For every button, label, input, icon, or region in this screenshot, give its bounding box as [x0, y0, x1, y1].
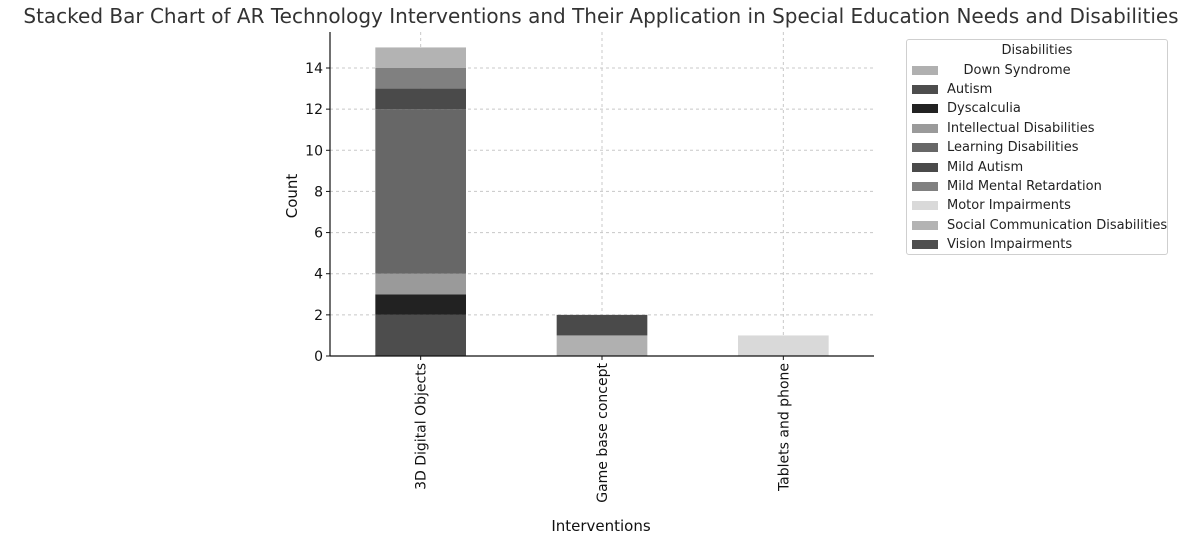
bar-segment [556, 314, 648, 336]
legend-label: Mild Autism [947, 159, 1024, 175]
x-tick-label: Tablets and phone [776, 363, 792, 492]
y-tick-label: 14 [305, 61, 323, 77]
legend-swatch [912, 143, 938, 153]
legend-item: Dyscalculia [912, 101, 1021, 117]
bar-segment [738, 335, 829, 356]
legend-label: Autism [947, 81, 993, 97]
legend-item: Mild Autism [912, 159, 1023, 175]
bars [375, 47, 829, 356]
legend-item: Vision Impairments [912, 237, 1072, 253]
legend-item: Motor Impairments [912, 198, 1071, 214]
legend-label: Mild Mental Retardation [947, 178, 1102, 194]
bar-segment [375, 314, 466, 356]
bar-segment [375, 88, 466, 110]
legend-item: Mild Mental Retardation [912, 178, 1102, 194]
y-tick-label: 10 [305, 143, 323, 159]
bar-segment [375, 273, 466, 295]
legend-swatch [912, 220, 938, 230]
bar-segment [556, 335, 648, 356]
legend-item: Autism [912, 81, 992, 97]
legend-swatch [912, 162, 938, 172]
legend-label: Social Communication Disabilities [947, 217, 1168, 233]
legend-label: Vision Impairments [947, 237, 1073, 253]
x-tick-label: 3D Digital Objects [414, 363, 430, 490]
bar-segment [375, 294, 466, 315]
legend-swatch [912, 181, 938, 191]
legend-label: Intellectual Disabilities [947, 120, 1095, 136]
legend-swatch [912, 65, 938, 75]
legend-swatch [912, 201, 938, 211]
y-tick-label: 2 [314, 308, 323, 324]
legend-label: Learning Disabilities [947, 140, 1079, 156]
legend-label: Motor Impairments [947, 198, 1071, 214]
y-tick-label: 0 [314, 349, 323, 365]
y-axis-label: Count [283, 174, 301, 219]
y-tick-label: 6 [314, 226, 323, 242]
legend-title: Disabilities [1001, 43, 1073, 58]
legend-swatch [912, 240, 938, 250]
y-tick-label: 4 [314, 267, 323, 283]
y-tick-label: 8 [314, 184, 323, 200]
legend-item: Intellectual Disabilities [912, 120, 1095, 136]
bar-segment [375, 47, 466, 68]
legend-item: Learning Disabilities [912, 140, 1079, 156]
bar-segment [375, 68, 466, 89]
legend-item: Down Syndrome [912, 62, 1071, 78]
legend-item: Social Communication Disabilities [912, 217, 1167, 233]
bar-segment [375, 109, 466, 274]
axes: 0 2 4 6 8 10 12 14 3D Digital Objects Game base c… [305, 32, 874, 503]
legend-swatch [912, 123, 938, 133]
x-tick-label: Game base concept [595, 362, 611, 502]
legend-swatch [912, 104, 938, 114]
chart-title: Stacked Bar Chart of AR Technology Inter… [23, 4, 1179, 28]
y-tick-label: 12 [305, 102, 323, 118]
x-axis-label: Interventions [551, 517, 651, 535]
legend-swatch [912, 84, 938, 94]
legend-label: Dyscalculia [947, 101, 1021, 117]
legend-label: Down Syndrome [947, 62, 1071, 78]
legend: Disabilities Down Syndrome Autism Dyscalcu… [906, 39, 1168, 255]
